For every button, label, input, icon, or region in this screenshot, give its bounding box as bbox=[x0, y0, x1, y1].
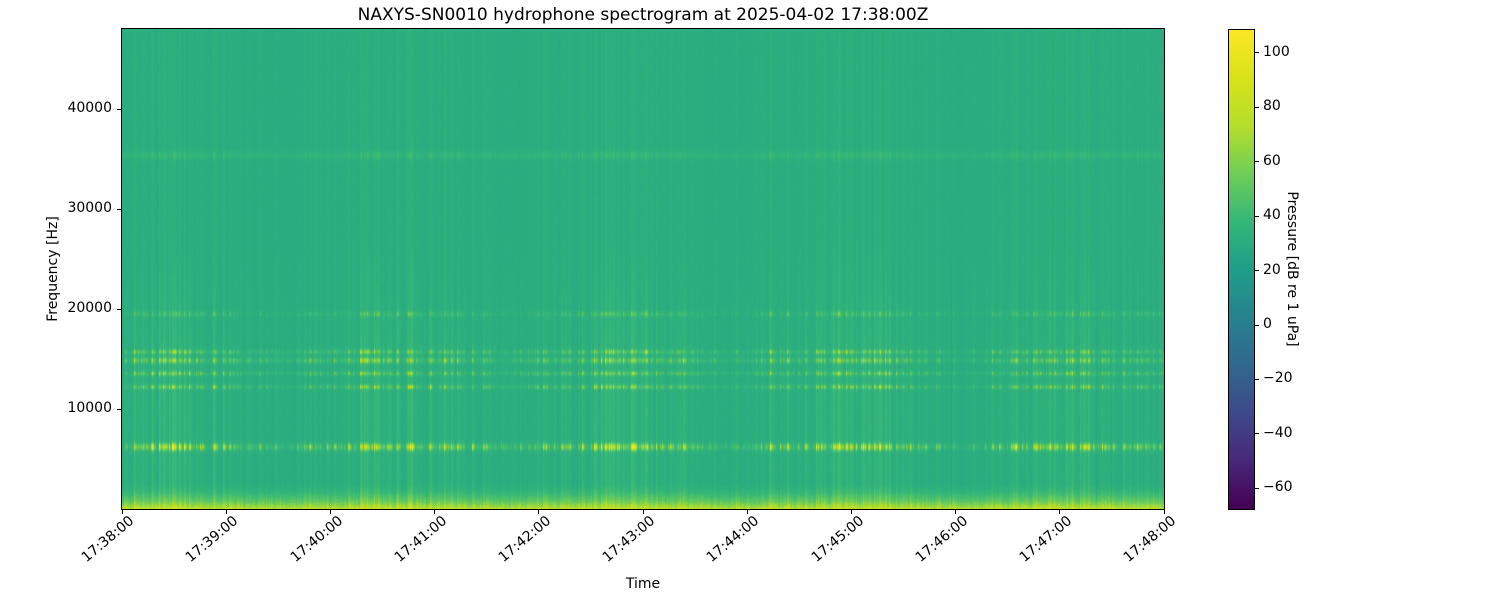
colorbar-tick-label: 20 bbox=[1263, 261, 1281, 278]
x-tick-mark bbox=[329, 510, 331, 514]
x-tick-mark bbox=[955, 510, 957, 514]
chart-title: NAXYS-SN0010 hydrophone spectrogram at 2… bbox=[357, 5, 929, 25]
y-tick-mark bbox=[117, 108, 121, 110]
colorbar-tick-label: 60 bbox=[1263, 152, 1281, 169]
x-tick-mark bbox=[850, 510, 852, 514]
colorbar-tick-mark bbox=[1255, 487, 1259, 489]
colorbar-label: Pressure [dB re 1 uPa] bbox=[1284, 191, 1300, 347]
x-tick-mark bbox=[434, 510, 436, 514]
y-tick-label: 30000 bbox=[67, 200, 112, 216]
colorbar-tick-mark bbox=[1255, 270, 1259, 272]
x-tick-label: 17:39:00 bbox=[183, 513, 242, 566]
x-tick-label: 17:40:00 bbox=[287, 513, 346, 566]
x-tick-label: 17:44:00 bbox=[704, 513, 763, 566]
colorbar-tick-label: 0 bbox=[1263, 316, 1272, 333]
x-tick-mark bbox=[225, 510, 227, 514]
x-tick-mark bbox=[538, 510, 540, 514]
y-tick-label: 20000 bbox=[67, 300, 112, 316]
x-tick-label: 17:42:00 bbox=[495, 513, 555, 566]
colorbar-tick-label: −20 bbox=[1263, 370, 1293, 387]
y-tick-mark bbox=[117, 308, 121, 310]
colorbar-tick-mark bbox=[1255, 106, 1259, 108]
colorbar-tick-mark bbox=[1255, 379, 1259, 380]
colorbar-gradient bbox=[1229, 30, 1254, 509]
colorbar-tick-mark bbox=[1255, 215, 1259, 217]
y-tick-mark bbox=[117, 208, 121, 210]
y-tick-label: 40000 bbox=[67, 100, 112, 116]
spectrogram-image bbox=[122, 29, 1164, 509]
x-tick-label: 17:41:00 bbox=[391, 513, 450, 566]
x-tick-label: 17:38:00 bbox=[78, 513, 138, 566]
x-tick-label: 17:48:00 bbox=[1120, 513, 1180, 566]
x-tick-label: 17:46:00 bbox=[912, 513, 971, 566]
plot-frame bbox=[121, 28, 1165, 510]
colorbar-frame bbox=[1228, 29, 1255, 510]
colorbar-tick-label: −60 bbox=[1263, 479, 1293, 496]
colorbar-tick-label: 40 bbox=[1263, 207, 1281, 224]
x-tick-mark bbox=[642, 510, 644, 514]
x-tick-mark bbox=[1163, 510, 1165, 514]
x-axis-label: Time bbox=[625, 576, 661, 592]
colorbar-tick-label: 80 bbox=[1263, 98, 1281, 115]
x-tick-label: 17:47:00 bbox=[1016, 513, 1076, 566]
x-tick-label: 17:45:00 bbox=[808, 513, 867, 566]
colorbar-tick-label: 100 bbox=[1263, 43, 1290, 60]
colorbar-tick-mark bbox=[1255, 324, 1259, 326]
x-tick-label: 17:43:00 bbox=[599, 513, 659, 566]
colorbar-tick-mark bbox=[1255, 161, 1259, 163]
colorbar-tick-mark bbox=[1255, 433, 1259, 435]
y-tick-label: 10000 bbox=[67, 400, 112, 416]
y-tick-mark bbox=[117, 408, 121, 410]
x-tick-mark bbox=[121, 510, 123, 514]
x-tick-mark bbox=[746, 510, 748, 514]
x-tick-mark bbox=[1059, 510, 1061, 514]
colorbar-tick-mark bbox=[1255, 52, 1259, 54]
colorbar-tick-label: −40 bbox=[1263, 424, 1293, 441]
